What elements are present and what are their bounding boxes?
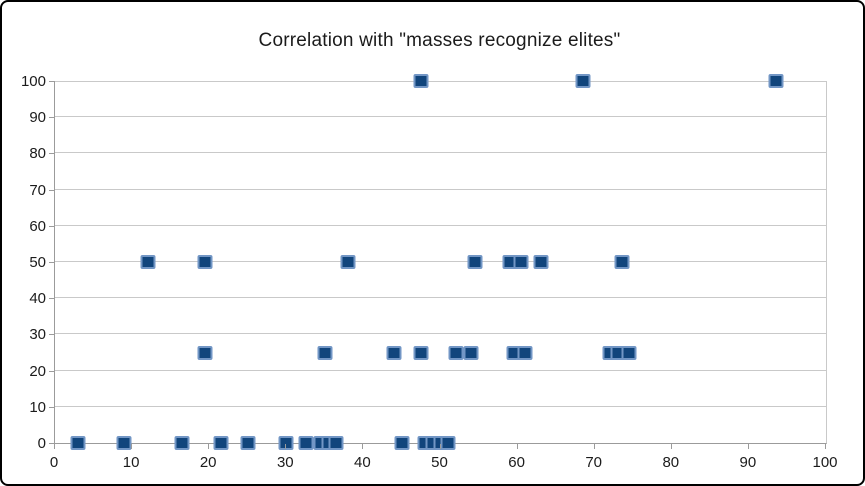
data-point-marker[interactable] — [328, 436, 344, 450]
y-gridline — [55, 297, 826, 299]
y-gridline — [55, 261, 826, 262]
data-point-marker[interactable] — [140, 255, 156, 269]
data-point-marker[interactable] — [467, 255, 483, 269]
data-point-marker[interactable] — [768, 74, 784, 88]
x-tick-mark — [593, 444, 595, 449]
x-axis-tick-label: 100 — [812, 454, 838, 471]
y-axis-tick-label: 70 — [29, 181, 46, 199]
y-gridline — [55, 152, 826, 154]
data-point-marker[interactable] — [614, 255, 630, 269]
data-point-marker[interactable] — [317, 345, 333, 360]
x-tick-mark — [439, 444, 441, 449]
data-point-marker[interactable] — [213, 436, 229, 450]
data-point-marker[interactable] — [240, 436, 256, 450]
y-axis-tick-label: 0 — [37, 435, 46, 452]
y-axis-tick-label: 30 — [29, 326, 46, 344]
data-point-marker[interactable] — [440, 436, 456, 450]
y-axis-tick-label: 90 — [29, 109, 46, 127]
y-tick-mark — [49, 406, 54, 408]
data-point-marker[interactable] — [70, 436, 86, 450]
x-axis-tick-label: 90 — [739, 454, 757, 471]
data-point-marker[interactable] — [116, 436, 132, 450]
y-gridline — [55, 369, 826, 371]
x-axis-tick-label: 20 — [199, 454, 217, 471]
y-tick-mark — [49, 153, 54, 155]
x-axis-tick-label: 40 — [354, 454, 371, 471]
x-tick-mark — [208, 444, 210, 449]
x-tick-mark — [362, 444, 364, 449]
y-axis-tick-label: 100 — [20, 73, 46, 90]
x-tick-mark — [285, 444, 287, 449]
y-axis-tick-label: 50 — [29, 254, 46, 271]
data-point-marker[interactable] — [298, 436, 314, 450]
y-gridline — [55, 81, 826, 82]
x-tick-mark — [516, 444, 518, 449]
data-point-marker[interactable] — [413, 74, 429, 88]
y-gridline — [55, 188, 826, 190]
y-axis-tick-label: 80 — [29, 145, 46, 163]
y-axis-tick-label: 40 — [29, 290, 46, 308]
data-point-marker[interactable] — [575, 74, 591, 88]
x-tick-mark — [825, 444, 826, 449]
data-point-marker[interactable] — [394, 436, 410, 450]
y-gridline — [55, 116, 826, 118]
data-point-marker[interactable] — [386, 345, 402, 360]
y-gridline — [55, 333, 826, 335]
y-tick-mark — [49, 225, 54, 227]
data-point-marker[interactable] — [197, 255, 213, 269]
y-axis-tick-label: 10 — [29, 398, 46, 416]
data-point-marker[interactable] — [174, 436, 190, 450]
data-point-marker[interactable] — [278, 436, 294, 450]
x-axis-tick-label: 70 — [585, 454, 603, 471]
y-gridline — [55, 224, 826, 226]
data-point-marker[interactable] — [340, 255, 356, 269]
y-axis-tick-label: 20 — [29, 362, 46, 380]
x-tick-mark — [747, 444, 749, 449]
data-point-marker[interactable] — [463, 345, 479, 360]
x-tick-mark — [670, 444, 672, 449]
y-tick-mark — [49, 334, 54, 336]
y-tick-mark — [49, 189, 54, 191]
x-tick-mark — [54, 444, 55, 449]
data-point-marker[interactable] — [513, 255, 529, 269]
y-tick-mark — [49, 298, 54, 300]
x-tick-mark — [131, 444, 133, 449]
data-point-marker[interactable] — [517, 345, 533, 360]
y-tick-mark — [49, 370, 54, 372]
chart-title: Correlation with "masses recognize elite… — [258, 30, 621, 51]
x-axis-tick-label: 80 — [662, 454, 680, 471]
x-axis-tick-label: 60 — [508, 454, 525, 471]
data-point-marker[interactable] — [413, 345, 429, 360]
x-axis-tick-label: 50 — [431, 454, 448, 471]
y-axis-tick-label: 60 — [29, 217, 46, 235]
x-axis-tick-label: 0 — [49, 454, 59, 471]
y-tick-mark — [49, 81, 54, 82]
y-tick-mark — [49, 262, 54, 263]
plot-area — [54, 74, 827, 450]
y-tick-mark — [49, 117, 54, 119]
y-gridline — [55, 405, 826, 407]
y-tick-mark — [49, 443, 54, 444]
data-point-marker[interactable] — [533, 255, 549, 269]
data-point-marker[interactable] — [621, 345, 637, 360]
data-point-marker[interactable] — [197, 345, 213, 360]
data-point-marker[interactable] — [448, 345, 464, 360]
x-axis-tick-label: 30 — [276, 454, 294, 471]
x-axis-tick-label: 10 — [122, 454, 140, 471]
